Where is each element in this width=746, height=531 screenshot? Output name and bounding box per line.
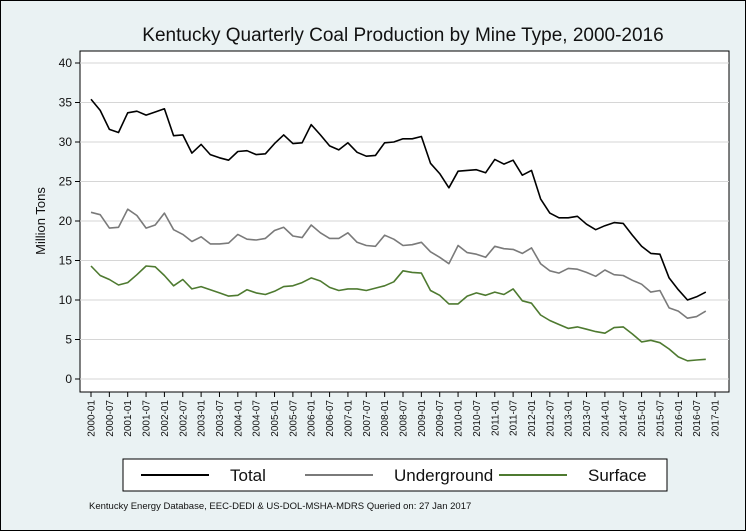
x-tick-label: 2006-07 — [325, 400, 336, 437]
y-tick-label: 15 — [59, 254, 73, 268]
y-axis: 0 5 10 15 20 25 30 35 40 — [59, 56, 80, 386]
legend-label-surface: Surface — [588, 466, 647, 485]
x-tick-label: 2009-07 — [435, 400, 446, 437]
x-tick-label: 2004-07 — [252, 400, 263, 437]
x-tick-label: 2010-07 — [472, 400, 483, 437]
x-tick-label: 2012-01 — [527, 400, 538, 437]
y-tick-label: 25 — [59, 175, 73, 189]
legend-items: Total Underground Surface — [141, 466, 647, 485]
x-tick-label: 2015-01 — [637, 400, 648, 437]
x-tick-label: 2013-07 — [582, 400, 593, 437]
x-tick-label: 2017-01 — [711, 400, 722, 437]
x-tick-label: 2004-01 — [233, 400, 244, 437]
y-tick-label: 30 — [59, 135, 73, 149]
x-tick-label: 2011-01 — [490, 400, 501, 436]
series-line-surface — [90, 265, 706, 362]
legend-label-total: Total — [230, 466, 266, 485]
x-tick-label: 2003-07 — [215, 400, 226, 437]
x-tick-label: 2000-07 — [105, 400, 116, 437]
y-axis-label: Million Tons — [33, 187, 48, 255]
legend — [122, 458, 668, 492]
x-tick-label: 2012-07 — [545, 400, 556, 437]
x-tick-label: 2015-07 — [655, 400, 666, 437]
x-tick-label: 2008-01 — [380, 400, 391, 437]
x-tick-label: 2003-01 — [197, 400, 208, 437]
x-tick-label: 2013-01 — [564, 400, 575, 437]
series-lines — [90, 98, 707, 362]
y-tick-label: 10 — [59, 293, 73, 307]
x-tick-label: 2000-01 — [87, 400, 98, 437]
x-tick-label: 2002-01 — [160, 400, 171, 437]
x-tick-label: 2014-01 — [600, 400, 611, 437]
x-tick-label: 2009-01 — [417, 400, 428, 437]
y-tick-label: 40 — [59, 56, 73, 70]
x-tick-label: 2005-01 — [270, 400, 281, 437]
source-note: Kentucky Energy Database, EEC-DEDI & US-… — [89, 501, 471, 512]
x-tick-label: 2007-01 — [343, 400, 354, 437]
y-tick-label: 5 — [65, 333, 72, 347]
y-tick-label: 35 — [59, 96, 73, 110]
x-tick-label: 2006-01 — [307, 400, 318, 437]
gridlines — [80, 62, 729, 380]
x-tick-label: 2001-07 — [142, 400, 153, 437]
series-line-underground — [90, 208, 707, 320]
x-tick-label: 2008-07 — [399, 400, 410, 437]
x-tick-label: 2002-07 — [178, 400, 189, 437]
chart-title: Kentucky Quarterly Coal Production by Mi… — [142, 25, 663, 46]
x-tick-label: 2016-07 — [692, 400, 703, 437]
x-tick-label: 2005-07 — [288, 400, 299, 437]
x-axis: 2000-01 2000-07 2001-01 2001-07 2002-01 2002-… — [87, 392, 722, 437]
x-tick-label: 2007-07 — [362, 400, 373, 437]
x-tick-label: 2011-07 — [509, 400, 520, 436]
y-tick-label: 20 — [59, 214, 73, 228]
legend-label-underground: Underground — [394, 466, 493, 485]
series-line-total — [90, 98, 707, 301]
x-tick-label: 2016-01 — [674, 400, 685, 437]
x-tick-label: 2014-07 — [619, 400, 630, 437]
x-tick-label: 2001-01 — [123, 400, 134, 437]
x-tick-label: 2010-01 — [454, 400, 465, 437]
y-tick-label: 0 — [65, 372, 72, 386]
